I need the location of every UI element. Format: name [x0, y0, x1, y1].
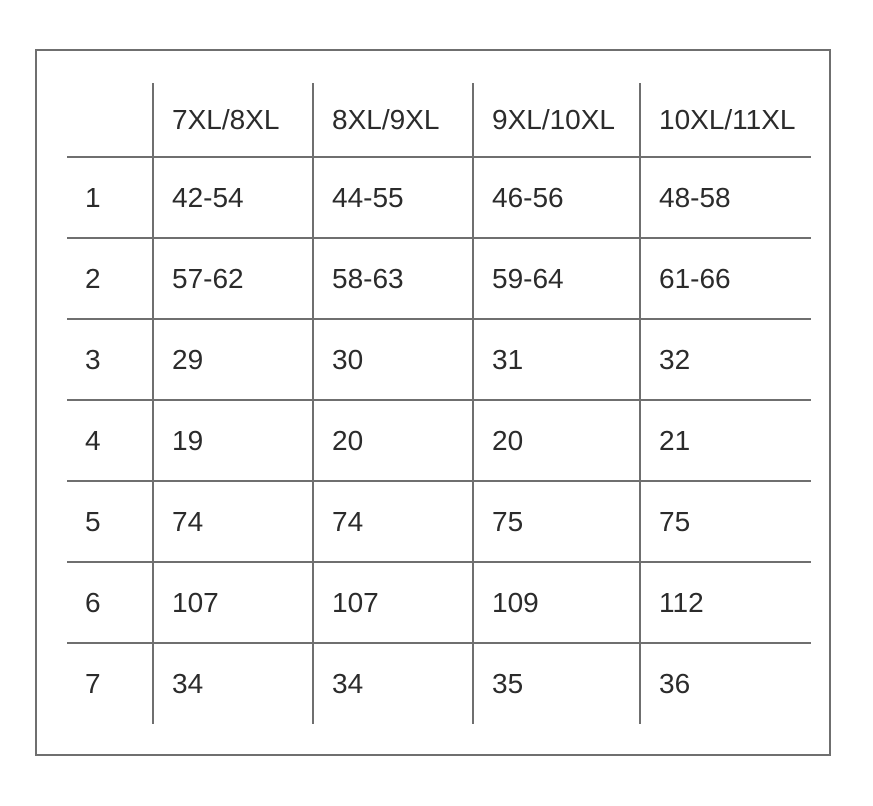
- size-cell: 46-56: [472, 156, 641, 239]
- row-label: 3: [67, 318, 154, 401]
- size-cell: 20: [472, 399, 641, 482]
- size-chart-table: 7XL/8XL 8XL/9XL 9XL/10XL 10XL/11XL 1 42-…: [67, 83, 811, 724]
- column-header-7xl-8xl: 7XL/8XL: [152, 83, 314, 158]
- row-label: 1: [67, 156, 154, 239]
- size-cell: 107: [152, 561, 314, 644]
- size-cell: 107: [312, 561, 474, 644]
- size-cell: 31: [472, 318, 641, 401]
- size-cell: 20: [312, 399, 474, 482]
- size-cell: 112: [639, 561, 811, 644]
- size-cell: 34: [152, 642, 314, 724]
- column-header-8xl-9xl: 8XL/9XL: [312, 83, 474, 158]
- size-cell: 74: [152, 480, 314, 563]
- size-cell: 42-54: [152, 156, 314, 239]
- row-label: 2: [67, 237, 154, 320]
- table-row: 3 29 30 31 32: [67, 318, 811, 401]
- size-cell: 34: [312, 642, 474, 724]
- size-cell: 75: [639, 480, 811, 563]
- row-label: 7: [67, 642, 154, 724]
- table-row: 6 107 107 109 112: [67, 561, 811, 644]
- size-cell: 21: [639, 399, 811, 482]
- size-cell: 58-63: [312, 237, 474, 320]
- size-cell: 75: [472, 480, 641, 563]
- size-cell: 30: [312, 318, 474, 401]
- table-row: 5 74 74 75 75: [67, 480, 811, 563]
- size-cell: 29: [152, 318, 314, 401]
- size-cell: 109: [472, 561, 641, 644]
- table-row: 2 57-62 58-63 59-64 61-66: [67, 237, 811, 320]
- size-cell: 57-62: [152, 237, 314, 320]
- table-row: 7 34 34 35 36: [67, 642, 811, 724]
- corner-cell: [67, 83, 154, 158]
- table-row: 4 19 20 20 21: [67, 399, 811, 482]
- row-label: 4: [67, 399, 154, 482]
- size-cell: 48-58: [639, 156, 811, 239]
- size-chart-box: 7XL/8XL 8XL/9XL 9XL/10XL 10XL/11XL 1 42-…: [35, 49, 831, 756]
- size-cell: 59-64: [472, 237, 641, 320]
- row-label: 5: [67, 480, 154, 563]
- size-cell: 74: [312, 480, 474, 563]
- row-label: 6: [67, 561, 154, 644]
- column-header-10xl-11xl: 10XL/11XL: [639, 83, 811, 158]
- size-cell: 32: [639, 318, 811, 401]
- size-cell: 35: [472, 642, 641, 724]
- table-row: 1 42-54 44-55 46-56 48-58: [67, 156, 811, 239]
- size-cell: 44-55: [312, 156, 474, 239]
- size-cell: 36: [639, 642, 811, 724]
- header-row: 7XL/8XL 8XL/9XL 9XL/10XL 10XL/11XL: [67, 83, 811, 158]
- column-header-9xl-10xl: 9XL/10XL: [472, 83, 641, 158]
- size-cell: 61-66: [639, 237, 811, 320]
- size-cell: 19: [152, 399, 314, 482]
